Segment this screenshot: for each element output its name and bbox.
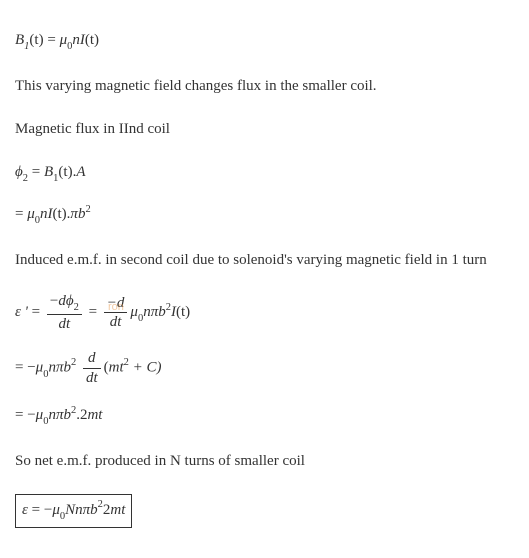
- n: n: [48, 407, 56, 423]
- A: A: [76, 164, 85, 180]
- b: b: [158, 304, 166, 320]
- mt: mt: [110, 502, 125, 518]
- equation-phi2: ϕ2 = B1(t).A: [15, 162, 514, 186]
- mu: μ: [52, 502, 60, 518]
- equals: =: [28, 164, 44, 180]
- equals-neg: = −: [28, 502, 52, 518]
- paragraph-2: Magnetic flux in IInd coil: [15, 119, 514, 140]
- equals-neg: = −: [15, 360, 36, 376]
- b: b: [63, 360, 71, 376]
- paragraph-3: Induced e.m.f. in second coil due to sol…: [15, 250, 514, 271]
- mt: mt: [109, 360, 124, 376]
- phi: ϕ: [15, 164, 23, 180]
- sup-2: 2: [98, 499, 103, 510]
- paren-t: (t): [58, 164, 72, 180]
- sub-0: 0: [35, 215, 40, 226]
- equation-b1: B1(t) = μ0nI(t): [15, 30, 514, 54]
- equals: =: [15, 206, 27, 222]
- sup-2: 2: [71, 357, 76, 368]
- pi: π: [70, 206, 78, 222]
- mu: μ: [60, 32, 68, 48]
- mu: μ: [130, 304, 138, 320]
- equation-step-6: = −μ0nπb2.2mt: [15, 404, 514, 429]
- equation-phi2-expand: = μ0nI(t).πb2: [15, 203, 514, 228]
- equals: =: [44, 32, 60, 48]
- var-b: B: [15, 32, 24, 48]
- b: b: [90, 502, 98, 518]
- boxed-result: ε = −μ0Nnπb22mt: [15, 494, 132, 529]
- sub-0: 0: [67, 41, 72, 52]
- sup-2: 2: [71, 405, 76, 416]
- paren-t: (t): [29, 32, 43, 48]
- n: n: [48, 360, 56, 376]
- sup-2: 2: [166, 302, 171, 313]
- n: n: [40, 206, 48, 222]
- sub-0: 0: [138, 313, 143, 324]
- equation-final-boxed: ε = −μ0Nnπb22mt: [15, 494, 514, 529]
- paren-t: (t): [53, 206, 67, 222]
- equation-emf-prime: ε ' = −dϕ2 dt = −d dt μ0nπb2I(t): [15, 293, 514, 332]
- frac-dphi-dt: −dϕ2 dt: [47, 293, 82, 332]
- paren-t2: (t): [85, 32, 99, 48]
- mu: μ: [27, 206, 35, 222]
- frac-d-dt: −d dt: [104, 295, 128, 331]
- n: n: [72, 32, 80, 48]
- mt: mt: [87, 407, 102, 423]
- sub-0: 0: [43, 369, 48, 380]
- sub-0: 0: [43, 416, 48, 427]
- sub-2: 2: [23, 173, 28, 184]
- sup-2: 2: [85, 204, 90, 215]
- b: b: [63, 407, 71, 423]
- Nn: Nn: [65, 502, 83, 518]
- sub-1: 1: [53, 173, 58, 184]
- plus-c: + C): [129, 360, 162, 376]
- sub-0: 0: [60, 511, 65, 522]
- paragraph-4: So net e.m.f. produced in N turns of sma…: [15, 451, 514, 472]
- equals-neg: = −: [15, 407, 36, 423]
- B: B: [44, 164, 53, 180]
- epsilon-prime: ε ': [15, 304, 32, 320]
- equals1: =: [32, 304, 44, 320]
- paragraph-1: This varying magnetic field changes flux…: [15, 76, 514, 97]
- frac-d-dt-2: d dt: [83, 350, 101, 386]
- equals2: =: [85, 304, 101, 320]
- n: n: [143, 304, 151, 320]
- paren-t: (t): [176, 304, 190, 320]
- sup-2b: 2: [124, 357, 129, 368]
- sub-1: 1: [24, 41, 29, 52]
- equation-step-5: = −μ0nπb2 d dt (mt2 + C): [15, 350, 514, 386]
